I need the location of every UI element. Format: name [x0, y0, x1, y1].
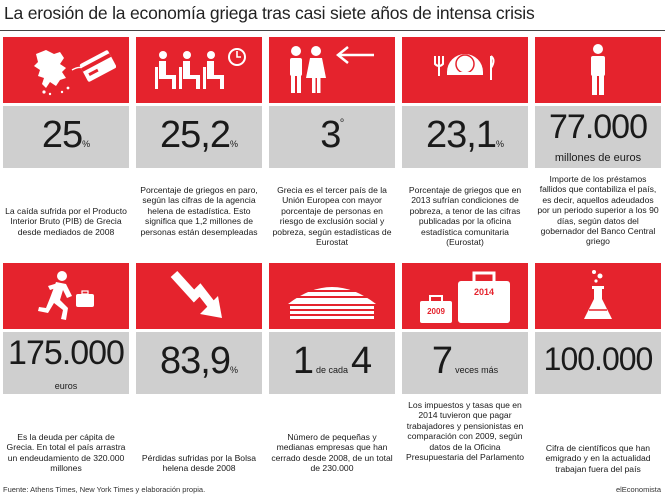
- person-standing-icon: [591, 44, 605, 95]
- running-man-briefcase-icon: [38, 271, 94, 320]
- card-poverty: 23,1% Porcentaje de griegos que en 2013 …: [402, 37, 528, 255]
- card-value: 175.000: [8, 334, 125, 372]
- card-value: 7: [431, 340, 453, 382]
- value-panel: 1 de cada4: [269, 332, 395, 394]
- card-description: Cifra de científicos que han emigrado y …: [545, 443, 651, 474]
- card-stock-losses: 83,9% Pérdidas sufridas por la Bolsa hel…: [136, 263, 262, 481]
- value-panel: 83,9%: [136, 332, 262, 394]
- card-description: La caída sufrida por el Producto Interio…: [5, 206, 127, 237]
- source-note: Fuente: Athens Times, New York Times y e…: [3, 485, 206, 494]
- card-scientists: 100.000 Cifra de científicos que han emi…: [535, 263, 661, 481]
- card-icon-panel: [269, 263, 395, 329]
- value-panel: 25,2%: [136, 106, 262, 168]
- card-description: Número de pequeñas y medianas empresas q…: [271, 432, 393, 474]
- card-closed-companies: 1 de cada4 Número de pequeñas y medianas …: [269, 263, 395, 481]
- card-unit: %: [495, 139, 504, 149]
- empty-plate-icon: [434, 54, 495, 80]
- card-icon-panel: [535, 37, 661, 103]
- card-unit: veces más: [455, 365, 499, 375]
- year-2014-label: 2014: [474, 287, 494, 297]
- card-unemployment: 25,2% Porcentaje de griegos en paro, seg…: [136, 37, 262, 255]
- card-icon-panel: [136, 37, 262, 103]
- card-value-connector: de cada: [315, 365, 349, 375]
- value-panel: 100.000: [535, 332, 661, 394]
- card-value: 100.000: [543, 341, 654, 377]
- down-arrow-icon: [170, 270, 222, 318]
- card-description: Importe de los préstamos fallidos que co…: [537, 174, 659, 247]
- card-description: Porcentaje de griegos que en 2013 sufría…: [408, 185, 522, 248]
- card-value: 83,9: [160, 340, 231, 382]
- card-icon-panel: [3, 263, 129, 329]
- card-description: Pérdidas sufridas por la Bolsa helena de…: [141, 453, 257, 474]
- card-icon-panel: [535, 263, 661, 329]
- greece-map-bank-card-icon: [34, 50, 116, 96]
- value-panel: 77.000 millones de euros: [535, 106, 661, 168]
- card-icon-panel: [3, 37, 129, 103]
- card-unit: euros: [54, 381, 78, 391]
- card-unit: %: [82, 139, 91, 149]
- year-2009-label: 2009: [427, 307, 445, 316]
- card-bad-loans: 77.000 millones de euros Importe de los …: [535, 37, 661, 255]
- card-debt-per-capita: 175.000 euros Es la deuda per cápita de …: [3, 263, 129, 481]
- waiting-chairs-clock-icon: [155, 48, 246, 89]
- brand-logo: elEconomista: [615, 485, 661, 494]
- card-description: Grecia es el tercer país de la Unión Eur…: [272, 185, 392, 248]
- value-panel: 7 veces más: [402, 332, 528, 394]
- card-description: Los impuestos y tasas que en 2014 tuvier…: [406, 400, 524, 463]
- card-unit: %: [229, 365, 238, 375]
- page-title: La erosión de la economía griega tras ca…: [4, 3, 535, 23]
- title-divider: [0, 30, 665, 31]
- buildings-icon: [288, 284, 376, 319]
- flask-icon: [584, 270, 612, 319]
- card-icon-panel: 2014 2009: [402, 263, 528, 329]
- card-description: Es la deuda per cápita de Grecia. En tot…: [6, 432, 126, 474]
- card-icon-panel: [136, 263, 262, 329]
- value-panel: 3º: [269, 106, 395, 168]
- card-value: 25,2: [160, 114, 231, 156]
- card-unit: %: [229, 139, 238, 149]
- card-gdp-drop: 25% La caída sufrida por el Producto Int…: [3, 37, 129, 255]
- card-social-exclusion: 3º Grecia es el tercer país de la Unión …: [269, 37, 395, 255]
- value-panel: 175.000 euros: [3, 332, 129, 394]
- card-value: 4: [351, 340, 372, 382]
- card-value: 77.000: [549, 108, 648, 146]
- card-value: 25: [41, 114, 83, 156]
- card-unit: millones de euros: [554, 152, 642, 164]
- man-woman-arrow-icon: [290, 46, 374, 93]
- card-icon-panel: [402, 37, 528, 103]
- card-value-prefix: 1: [292, 340, 314, 382]
- card-taxes: 2014 2009 7 veces más Los impuestos y tas…: [402, 263, 528, 481]
- card-value: 3: [320, 114, 341, 156]
- value-panel: 25%: [3, 106, 129, 168]
- card-description: Porcentaje de griegos en paro, según las…: [140, 185, 258, 237]
- card-icon-panel: [269, 37, 395, 103]
- briefcases-2009-2014-icon: 2014 2009: [420, 271, 510, 323]
- card-unit: º: [340, 117, 344, 127]
- value-panel: 23,1%: [402, 106, 528, 168]
- card-value: 23,1: [426, 114, 497, 156]
